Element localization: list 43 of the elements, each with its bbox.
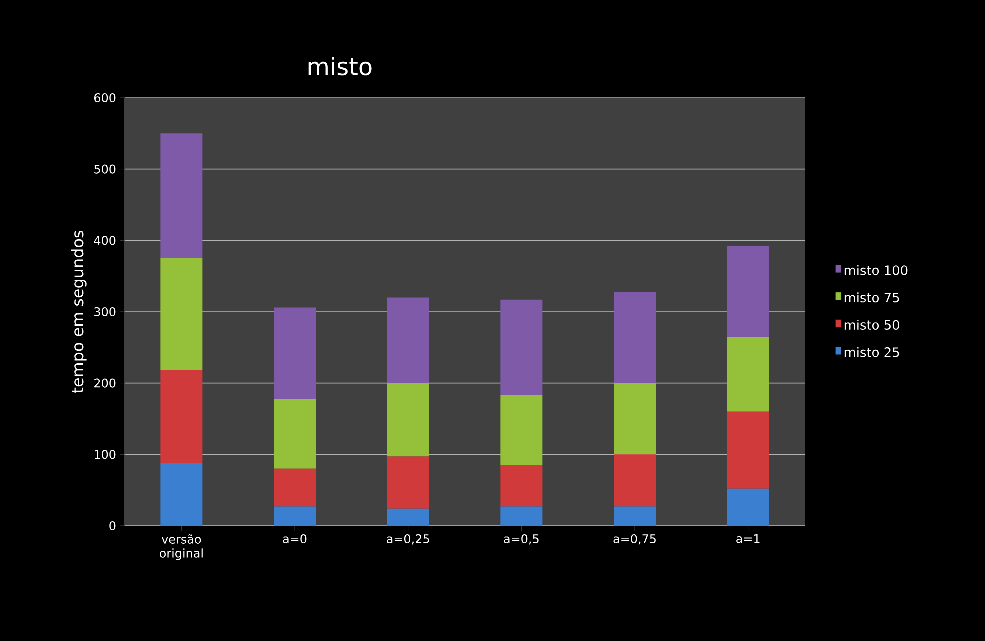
y-tick-label: 200 [94, 378, 116, 388]
bar [500, 465, 543, 507]
chart-title: misto [308, 57, 372, 76]
bar [387, 298, 430, 384]
x-tick-label: a=1 [736, 534, 760, 544]
bar [727, 336, 770, 412]
y-tick-label: 0 [110, 521, 116, 531]
bar [387, 383, 430, 457]
bar [274, 399, 316, 469]
bar [500, 395, 543, 466]
x-tick-label: a=0,75 [614, 534, 656, 545]
legend-label: misto 25 [844, 347, 900, 358]
bar [160, 258, 203, 370]
bar [274, 308, 316, 400]
bar [160, 134, 203, 258]
bar [274, 506, 316, 526]
bar [274, 468, 316, 507]
bar [727, 246, 770, 337]
y-tick-label: 500 [94, 164, 116, 174]
legend-label: misto 50 [844, 320, 900, 330]
y-tick-label: 300 [94, 307, 116, 317]
bar [614, 506, 656, 526]
bar [614, 383, 656, 455]
bar [160, 463, 203, 526]
x-tick-label: versão original [160, 534, 203, 560]
bar [727, 488, 770, 526]
bar [614, 292, 656, 384]
x-tick-label: a=0 [283, 534, 307, 544]
bar [727, 412, 770, 489]
bar [387, 508, 430, 526]
bar [387, 456, 430, 509]
x-tick-label: a=0,25 [387, 534, 430, 545]
bar [614, 454, 656, 507]
y-tick-label: 400 [94, 236, 116, 246]
bar [500, 300, 543, 396]
bar [160, 370, 203, 464]
y-tick-label: 100 [94, 450, 116, 460]
bar [500, 506, 543, 526]
y-tick-label: 600 [94, 93, 116, 103]
legend-label: misto 100 [844, 265, 908, 276]
legend-label: misto 75 [844, 292, 900, 303]
x-tick-label: a=0,5 [504, 534, 539, 545]
y-axis-title: tempo em segundos [71, 230, 87, 394]
